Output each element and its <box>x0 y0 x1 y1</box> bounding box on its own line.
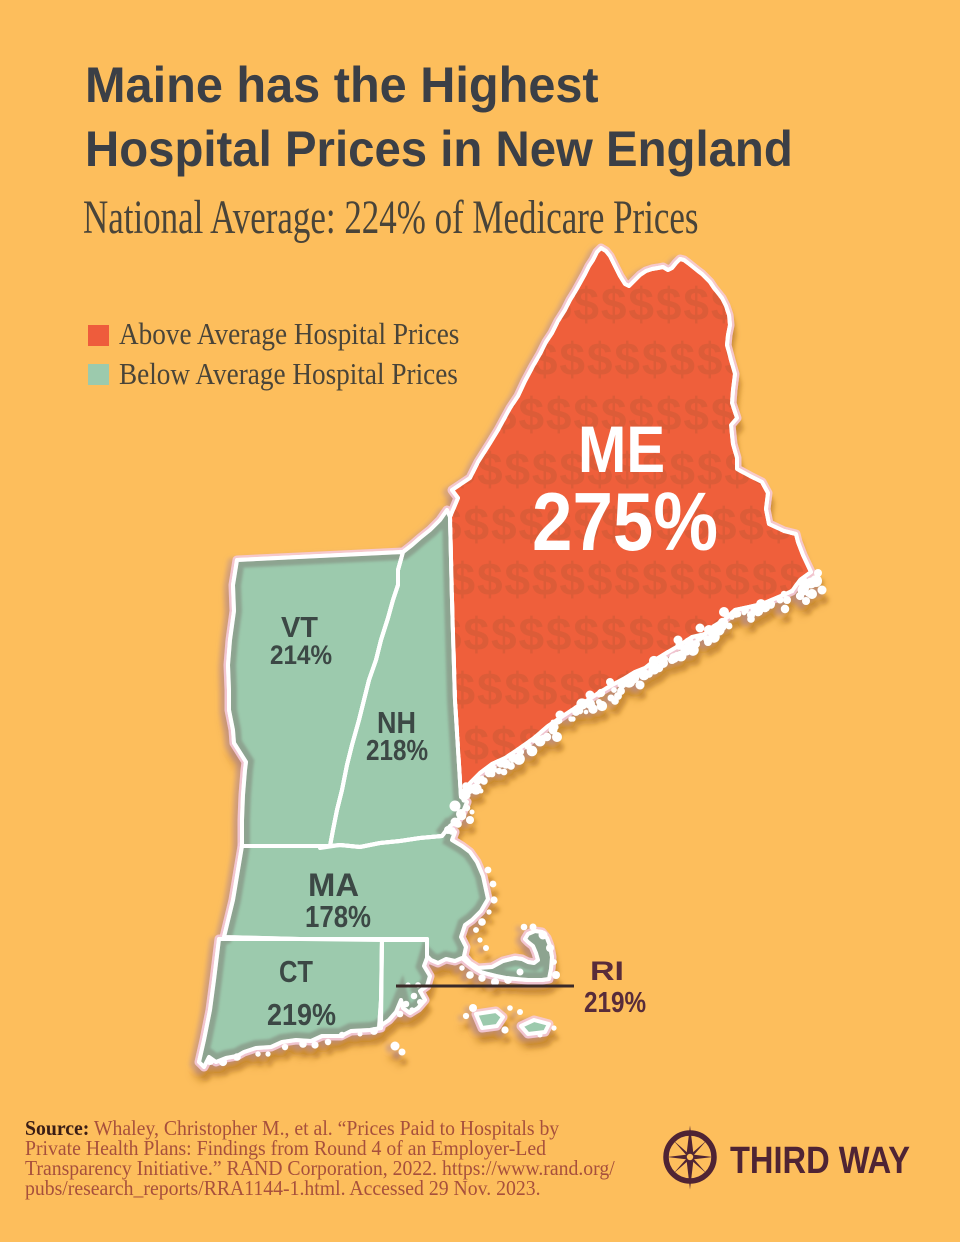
svg-text:RI: RI <box>590 956 624 986</box>
svg-text:218%: 218% <box>366 735 428 767</box>
svg-text:$$$$$$$$$$$$$$$$: $$$$$$$$$$$$$$$$ <box>436 498 876 550</box>
svg-text:$$$$$$$$$$$$$$$$: $$$$$$$$$$$$$$$$ <box>422 553 862 605</box>
svg-text:$$$$$$$$$$$$$$$$: $$$$$$$$$$$$$$$$ <box>422 773 862 825</box>
svg-text:CT: CT <box>279 954 313 989</box>
svg-text:219%: 219% <box>584 987 646 1019</box>
svg-text:178%: 178% <box>305 899 371 934</box>
svg-text:$$$$$$$$$$$$$$$$: $$$$$$$$$$$$$$$$ <box>422 333 862 385</box>
svg-text:ME: ME <box>578 412 665 486</box>
svg-text:NH: NH <box>377 705 416 740</box>
svg-text:THIRD WAY: THIRD WAY <box>730 1140 910 1182</box>
svg-text:275%: 275% <box>532 475 718 568</box>
svg-text:$$$$$$$$$$$$$$$$: $$$$$$$$$$$$$$$$ <box>436 608 876 660</box>
svg-text:219%: 219% <box>267 997 336 1032</box>
svg-text:$$$$$$$$$$$$$$$$: $$$$$$$$$$$$$$$$ <box>436 278 876 330</box>
svg-text:214%: 214% <box>270 640 332 670</box>
svg-text:MA: MA <box>308 867 359 903</box>
svg-text:VT: VT <box>281 612 318 644</box>
